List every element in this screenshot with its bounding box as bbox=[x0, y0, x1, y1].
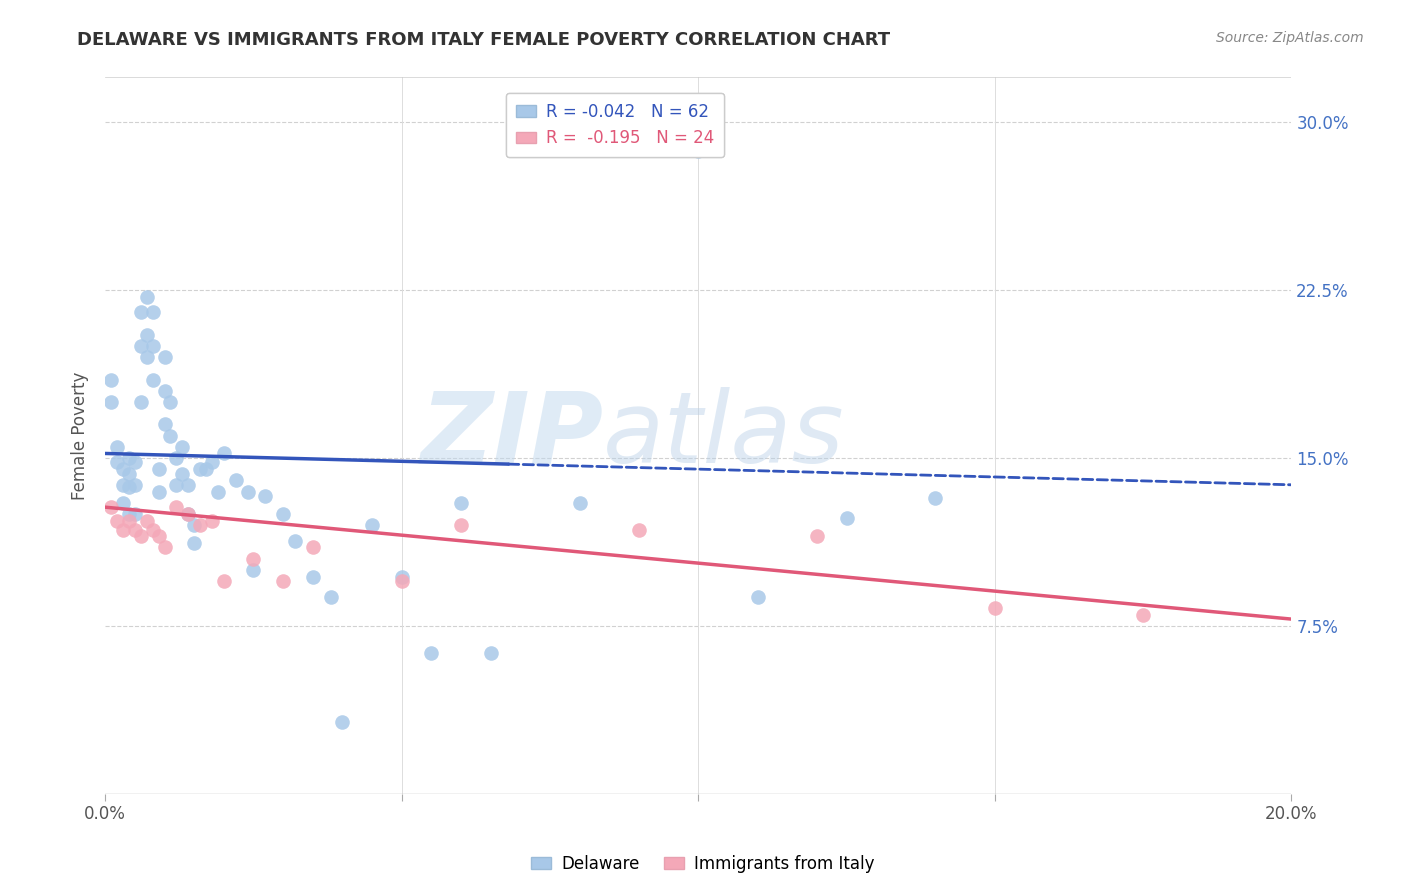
Point bbox=[254, 489, 277, 503]
Point bbox=[172, 467, 194, 481]
Point bbox=[177, 507, 200, 521]
Point bbox=[835, 511, 858, 525]
Point bbox=[924, 491, 946, 506]
Point bbox=[195, 462, 218, 476]
Point bbox=[111, 523, 134, 537]
Point bbox=[391, 569, 413, 583]
Point bbox=[165, 500, 187, 515]
Point bbox=[479, 646, 502, 660]
Point bbox=[118, 480, 141, 494]
Point bbox=[177, 507, 200, 521]
Text: Source: ZipAtlas.com: Source: ZipAtlas.com bbox=[1216, 31, 1364, 45]
Point bbox=[129, 395, 152, 409]
Point bbox=[319, 590, 342, 604]
Point bbox=[183, 518, 205, 533]
Point bbox=[627, 523, 650, 537]
Point bbox=[1132, 607, 1154, 622]
Point bbox=[332, 714, 354, 729]
Text: ZIP: ZIP bbox=[420, 387, 603, 484]
Point bbox=[118, 507, 141, 521]
Point bbox=[129, 529, 152, 543]
Point bbox=[135, 514, 157, 528]
Point bbox=[165, 477, 187, 491]
Point bbox=[188, 462, 211, 476]
Point bbox=[225, 473, 247, 487]
Point bbox=[135, 290, 157, 304]
Point bbox=[271, 574, 294, 588]
Point bbox=[207, 484, 229, 499]
Text: atlas: atlas bbox=[603, 387, 845, 484]
Point bbox=[172, 440, 194, 454]
Point bbox=[111, 477, 134, 491]
Legend: Delaware, Immigrants from Italy: Delaware, Immigrants from Italy bbox=[524, 848, 882, 880]
Point bbox=[747, 590, 769, 604]
Point bbox=[124, 507, 146, 521]
Point bbox=[361, 518, 384, 533]
Point bbox=[301, 569, 323, 583]
Point bbox=[159, 395, 181, 409]
Point bbox=[124, 523, 146, 537]
Point bbox=[153, 384, 176, 398]
Point bbox=[142, 339, 165, 353]
Point bbox=[188, 518, 211, 533]
Point bbox=[236, 484, 259, 499]
Point bbox=[111, 496, 134, 510]
Point bbox=[135, 327, 157, 342]
Point bbox=[100, 373, 122, 387]
Point bbox=[177, 477, 200, 491]
Legend: R = -0.042   N = 62, R =  -0.195   N = 24: R = -0.042 N = 62, R = -0.195 N = 24 bbox=[506, 93, 724, 157]
Point bbox=[153, 350, 176, 364]
Point bbox=[105, 440, 128, 454]
Point bbox=[148, 462, 170, 476]
Point bbox=[135, 350, 157, 364]
Point bbox=[142, 373, 165, 387]
Point bbox=[118, 450, 141, 465]
Point bbox=[142, 305, 165, 319]
Point bbox=[420, 646, 443, 660]
Point bbox=[212, 446, 235, 460]
Point bbox=[159, 428, 181, 442]
Point bbox=[124, 455, 146, 469]
Point bbox=[450, 496, 472, 510]
Point bbox=[129, 305, 152, 319]
Point bbox=[153, 541, 176, 555]
Point bbox=[201, 514, 224, 528]
Point bbox=[111, 462, 134, 476]
Y-axis label: Female Poverty: Female Poverty bbox=[72, 371, 89, 500]
Point bbox=[100, 500, 122, 515]
Point bbox=[201, 455, 224, 469]
Point bbox=[124, 477, 146, 491]
Text: DELAWARE VS IMMIGRANTS FROM ITALY FEMALE POVERTY CORRELATION CHART: DELAWARE VS IMMIGRANTS FROM ITALY FEMALE… bbox=[77, 31, 890, 49]
Point bbox=[271, 507, 294, 521]
Point bbox=[148, 529, 170, 543]
Point bbox=[212, 574, 235, 588]
Point bbox=[142, 523, 165, 537]
Point bbox=[984, 601, 1007, 615]
Point bbox=[242, 551, 264, 566]
Point bbox=[688, 145, 710, 159]
Point bbox=[284, 533, 307, 548]
Point bbox=[242, 563, 264, 577]
Point bbox=[391, 574, 413, 588]
Point bbox=[301, 541, 323, 555]
Point bbox=[183, 536, 205, 550]
Point bbox=[148, 484, 170, 499]
Point bbox=[105, 455, 128, 469]
Point bbox=[153, 417, 176, 432]
Point bbox=[100, 395, 122, 409]
Point bbox=[129, 339, 152, 353]
Point bbox=[806, 529, 828, 543]
Point bbox=[450, 518, 472, 533]
Point bbox=[105, 514, 128, 528]
Point bbox=[165, 450, 187, 465]
Point bbox=[118, 467, 141, 481]
Point bbox=[568, 496, 591, 510]
Point bbox=[118, 514, 141, 528]
